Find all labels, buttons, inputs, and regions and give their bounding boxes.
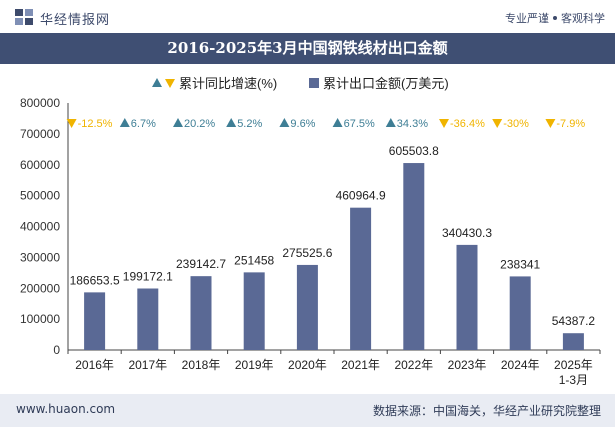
top-bar: 华经情报网 专业严谨 客观科学 <box>0 0 615 33</box>
y-tick-label: 800000 <box>20 96 60 110</box>
y-tick-label: 500000 <box>20 189 60 203</box>
x-tick-label: 2018年 <box>182 358 221 372</box>
x-tick-label: 2025年 <box>554 358 593 372</box>
tag-objective: 客观科学 <box>561 12 605 25</box>
huajing-logo-icon <box>15 9 33 25</box>
y-tick-label: 700000 <box>20 127 60 141</box>
y-tick-label: 400000 <box>20 220 60 234</box>
bar <box>84 292 106 350</box>
bar <box>296 264 318 350</box>
bar <box>243 272 265 350</box>
bar-value-label: 239142.7 <box>176 257 226 271</box>
legend-up-triangle-icon <box>152 78 162 87</box>
growth-up-triangle-icon <box>332 118 343 127</box>
growth-down-triangle-icon <box>492 119 503 128</box>
x-tick-label: 2021年 <box>341 358 380 372</box>
y-tick-label: 100000 <box>20 312 60 326</box>
bar <box>137 288 159 350</box>
growth-label: 6.7% <box>131 118 156 130</box>
bar <box>509 276 531 350</box>
bar <box>350 207 372 350</box>
x-tick-label: 2016年 <box>75 358 114 372</box>
website-link[interactable]: www.huaon.com <box>16 402 116 416</box>
growth-up-triangle-icon <box>226 118 237 127</box>
growth-label: -12.5% <box>78 118 113 130</box>
y-tick-label: 0 <box>53 343 60 357</box>
y-tick-label: 200000 <box>20 281 60 295</box>
x-tick-label: 2017年 <box>128 358 167 372</box>
growth-down-triangle-icon <box>66 119 77 128</box>
x-tick-label: 2023年 <box>448 358 487 372</box>
growth-label: 5.2% <box>237 118 262 130</box>
bar-value-label: 340430.3 <box>442 226 492 240</box>
y-tick-label: 300000 <box>20 250 60 264</box>
bar-value-label: 199172.1 <box>123 270 173 284</box>
growth-down-triangle-icon <box>439 119 449 128</box>
growth-up-triangle-icon <box>279 118 290 127</box>
growth-down-triangle-icon <box>545 119 556 128</box>
growth-label: -30% <box>503 118 529 130</box>
separator-dot-icon <box>553 16 557 20</box>
growth-up-triangle-icon <box>385 118 396 127</box>
x-tick-label: 2024年 <box>501 358 540 372</box>
bar <box>403 163 425 350</box>
bar-value-label: 251458 <box>234 253 274 267</box>
bar-value-label: 54387.2 <box>552 314 596 328</box>
x-tick-label: 2019年 <box>235 358 274 372</box>
x-tick-label: 1-3月 <box>559 373 588 387</box>
growth-up-triangle-icon <box>173 118 183 127</box>
bar-value-label: 186653.5 <box>70 273 120 287</box>
y-tick-label: 600000 <box>20 158 60 172</box>
bar-value-label: 460964.9 <box>336 189 386 203</box>
bar-value-label: 605503.8 <box>389 144 439 158</box>
bar <box>562 333 584 350</box>
bar <box>456 244 478 350</box>
growth-label: 9.6% <box>290 118 315 130</box>
bar <box>190 276 212 350</box>
legend-bar-label: 累计出口金额(万美元) <box>323 76 449 91</box>
growth-label: 34.3% <box>397 118 428 130</box>
growth-label: -36.4% <box>450 118 485 130</box>
bar-value-label: 275525.6 <box>282 246 332 260</box>
brand-name: 华经情报网 <box>40 13 111 28</box>
brand-tags: 专业严谨 客观科学 <box>501 10 605 26</box>
legend-bar-swatch <box>309 78 319 88</box>
chart-title: 2016-2025年3月中国钢铁线材出口金额 <box>0 33 615 64</box>
tag-professional: 专业严谨 <box>505 12 549 25</box>
x-tick-label: 2020年 <box>288 358 327 372</box>
bar-value-label: 238341 <box>500 257 540 271</box>
growth-label: 67.5% <box>344 118 375 130</box>
x-tick-label: 2022年 <box>394 358 433 372</box>
growth-up-triangle-icon <box>119 118 130 127</box>
data-source: 数据来源：中国海关，华经产业研究院整理 <box>372 404 601 418</box>
growth-label: 20.2% <box>184 118 215 130</box>
legend-growth-label: 累计同比增速(%) <box>179 76 277 91</box>
footer-bar: www.huaon.com 数据来源：中国海关，华经产业研究院整理 <box>0 394 615 427</box>
legend-down-triangle-icon <box>165 79 175 88</box>
growth-label: -7.9% <box>556 118 585 130</box>
